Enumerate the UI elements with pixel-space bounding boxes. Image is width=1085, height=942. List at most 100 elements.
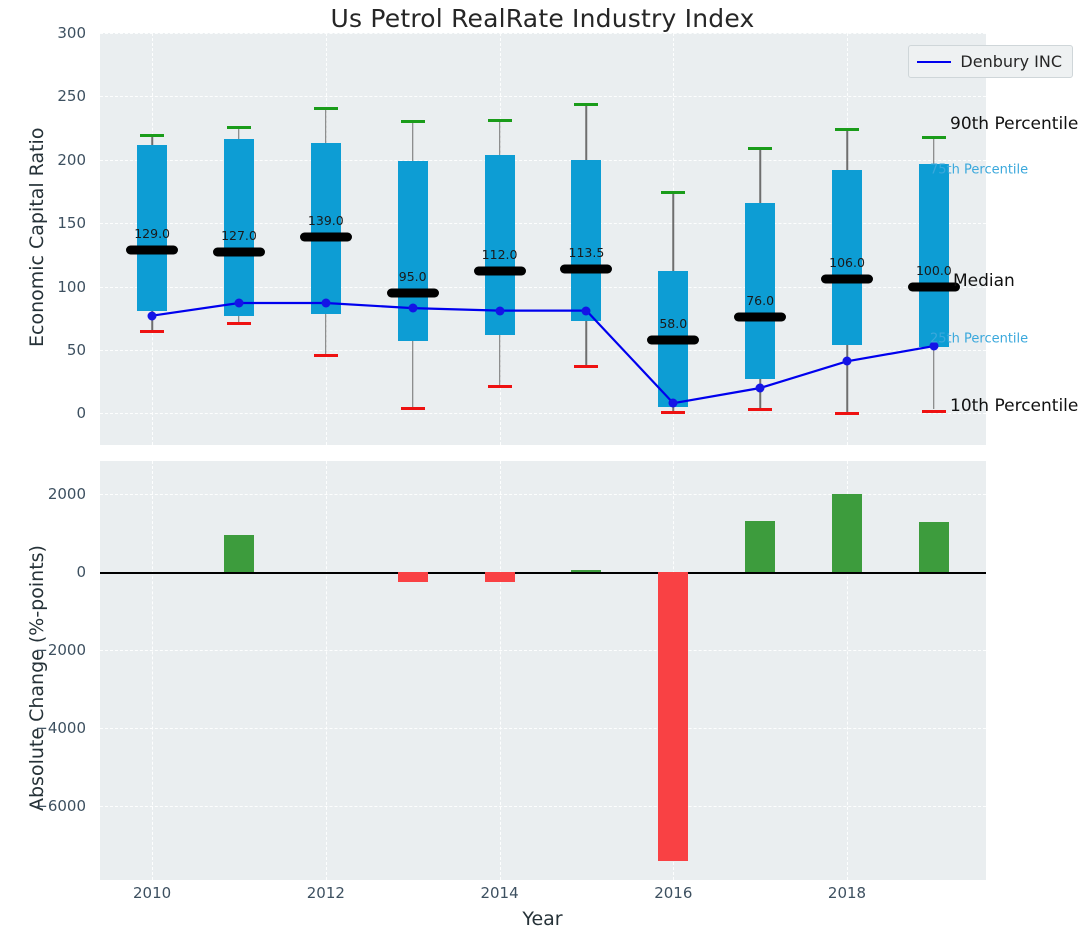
y-tick-top: 300 <box>57 24 86 42</box>
series-data-point <box>495 306 505 316</box>
cap-90th-percentile <box>835 128 860 132</box>
median-marker <box>560 264 613 274</box>
cap-10th-percentile <box>835 412 860 416</box>
y-tick-top: 100 <box>57 277 86 296</box>
change-bar <box>571 569 602 573</box>
percentile-box <box>745 202 776 380</box>
series-data-point <box>842 356 852 366</box>
annotation-10th-percentile: 10th Percentile <box>950 396 1079 416</box>
median-value-label: 100.0 <box>915 262 952 278</box>
y-tick-bottom: −6000 <box>35 796 86 815</box>
y-tick-top: 150 <box>57 214 86 233</box>
series-data-point <box>668 398 678 408</box>
median-marker <box>647 335 700 345</box>
percentile-box <box>571 159 602 321</box>
gridline-horizontal <box>100 494 986 496</box>
legend[interactable]: Denbury INC <box>908 45 1073 78</box>
cap-90th-percentile <box>313 106 338 110</box>
x-tick: 2010 <box>133 884 172 902</box>
gridline-vertical <box>152 461 154 880</box>
annotation-90th-percentile: 90th Percentile <box>950 114 1079 134</box>
cap-10th-percentile <box>748 408 773 412</box>
cap-90th-percentile <box>748 147 773 151</box>
median-marker <box>386 288 439 298</box>
median-marker <box>734 312 787 322</box>
gridline-horizontal <box>100 33 986 34</box>
legend-line-icon <box>917 60 952 63</box>
gridline-horizontal <box>100 805 986 807</box>
series-data-point <box>321 298 331 308</box>
y-tick-bottom: −4000 <box>35 718 86 737</box>
page-title: Us Petrol RealRate Industry Index <box>330 4 755 33</box>
cap-10th-percentile <box>487 385 512 389</box>
change-bar <box>918 522 949 573</box>
median-value-label: 58.0 <box>659 315 688 331</box>
median-value-label: 113.5 <box>568 245 605 261</box>
y-tick-top: 0 <box>76 404 86 423</box>
cap-90th-percentile <box>574 102 599 106</box>
series-data-point <box>755 383 765 393</box>
percentile-box <box>832 169 863 345</box>
percentile-box <box>137 144 168 311</box>
gridline-vertical <box>499 461 501 880</box>
gridline-horizontal <box>100 727 986 729</box>
cap-10th-percentile <box>140 329 165 333</box>
median-marker <box>821 274 874 284</box>
y-tick-bottom: 0 <box>76 563 86 582</box>
cap-10th-percentile <box>661 410 686 414</box>
annotation-75th-percentile: 75th Percentile <box>930 162 1029 178</box>
median-value-label: 129.0 <box>134 225 171 241</box>
x-tick: 2012 <box>306 884 345 902</box>
median-value-label: 127.0 <box>221 228 257 244</box>
series-data-point <box>408 303 418 313</box>
percentile-box <box>310 143 341 315</box>
percentile-box <box>918 163 949 348</box>
series-data-point <box>234 298 244 308</box>
legend-label: Denbury INC <box>960 52 1062 71</box>
gridline-horizontal <box>100 159 986 161</box>
x-tick: 2016 <box>654 884 693 902</box>
gridline-horizontal <box>100 96 986 98</box>
percentile-chart-panel: 129.0 127.0 139.0 95.0 112.0 113.5 58.0 76.0 106… <box>100 33 986 445</box>
cap-90th-percentile <box>226 125 251 129</box>
cap-10th-percentile <box>921 409 946 413</box>
change-bar <box>832 494 863 573</box>
median-marker <box>473 266 526 276</box>
cap-90th-percentile <box>140 134 165 138</box>
cap-90th-percentile <box>487 119 512 123</box>
y-tick-top: 200 <box>57 150 86 169</box>
change-bar <box>658 572 689 861</box>
median-marker <box>907 282 960 292</box>
absolute-change-panel <box>100 461 986 880</box>
median-value-label: 106.0 <box>829 254 865 270</box>
median-value-label: 76.0 <box>746 292 775 308</box>
y-axis-label-bottom: Absolute Change (%-points) <box>26 544 48 811</box>
gridline-horizontal <box>100 286 986 288</box>
percentile-box <box>484 154 515 335</box>
y-tick-bottom: −2000 <box>35 641 86 660</box>
median-marker <box>126 245 179 255</box>
change-bar <box>484 572 515 582</box>
cap-10th-percentile <box>400 406 425 410</box>
cap-10th-percentile <box>313 353 338 357</box>
cap-90th-percentile <box>921 135 946 139</box>
change-bar <box>745 521 776 573</box>
series-data-point <box>929 341 939 351</box>
gridline-horizontal <box>100 413 986 415</box>
zero-line <box>100 572 986 575</box>
cap-10th-percentile <box>226 322 251 326</box>
gridline-horizontal <box>100 349 986 351</box>
median-value-label: 112.0 <box>481 247 518 263</box>
change-bar <box>223 535 254 573</box>
series-line-denbury <box>151 301 935 405</box>
median-value-label: 95.0 <box>398 268 427 284</box>
median-value-label: 139.0 <box>307 213 344 229</box>
annotation-25th-percentile: 25th Percentile <box>930 331 1029 347</box>
gridline-horizontal <box>100 650 986 652</box>
series-data-point <box>581 306 591 316</box>
median-marker <box>212 247 265 257</box>
series-data-point <box>147 311 157 321</box>
cap-10th-percentile <box>574 365 599 369</box>
annotation-median: Median <box>953 271 1015 291</box>
cap-90th-percentile <box>661 191 686 195</box>
